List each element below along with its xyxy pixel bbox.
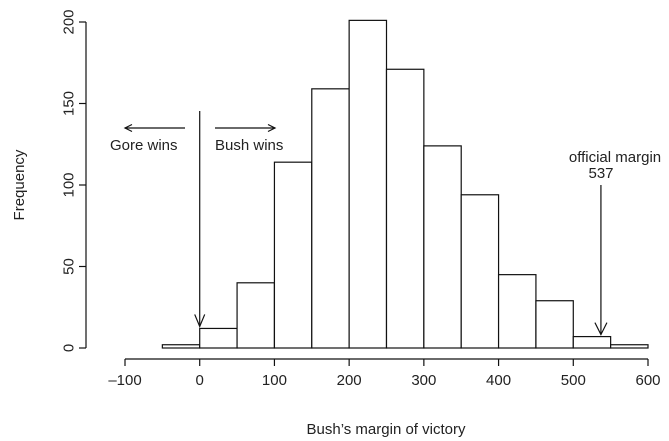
x-tick-label-200: 200: [337, 372, 362, 389]
zero-margin-arrowhead: [194, 314, 206, 329]
x-tick-label-400: 400: [486, 372, 511, 389]
y-tick-label-150: 150: [60, 91, 77, 116]
histogram-bar-7: [423, 145, 462, 349]
x-tick-label-0: 0: [196, 372, 204, 389]
histogram-bar-5: [348, 19, 388, 349]
y-tick-label-0: 0: [60, 344, 77, 352]
histogram-bar-2: [236, 282, 276, 349]
histogram-bar-8: [460, 194, 500, 349]
histogram-bar-6: [385, 68, 425, 349]
gore-wins-arrowhead: [123, 123, 133, 133]
histogram-bar-11: [572, 335, 612, 349]
histogram-bar-4: [311, 88, 350, 349]
y-axis: 0 50 100 150 200: [60, 9, 87, 352]
histogram-bar-10: [535, 300, 574, 349]
histogram-bar-3: [273, 161, 313, 349]
histogram-bar-12: [610, 344, 649, 349]
x-tick-label--100: –100: [108, 372, 141, 389]
official-margin-arrowhead: [594, 322, 608, 336]
histogram-bars: [161, 19, 649, 349]
x-tick-label-500: 500: [561, 372, 586, 389]
x-tick-label-100: 100: [262, 372, 287, 389]
histogram-bar-0: [161, 344, 201, 349]
gore-wins-label: Gore wins: [110, 137, 178, 154]
x-axis: –100 0 100 200 300 400 500 600: [108, 358, 661, 389]
bush-wins-arrowhead: [267, 123, 277, 133]
y-tick-label-200: 200: [60, 9, 77, 34]
official-margin-label: official margin: [569, 149, 661, 166]
official-margin-value: 537: [588, 165, 613, 182]
x-axis-title: Bush’s margin of victory: [307, 421, 466, 438]
histogram-bar-1: [199, 327, 238, 349]
annotations: Gore wins Bush wins official margin 537: [110, 111, 661, 336]
y-tick-label-50: 50: [60, 258, 77, 275]
x-tick-label-600: 600: [635, 372, 660, 389]
x-tick-label-300: 300: [411, 372, 436, 389]
y-axis-title: Frequency: [11, 149, 28, 220]
histogram-bar-9: [497, 274, 537, 349]
y-tick-label-100: 100: [60, 172, 77, 197]
bush-wins-label: Bush wins: [215, 137, 283, 154]
